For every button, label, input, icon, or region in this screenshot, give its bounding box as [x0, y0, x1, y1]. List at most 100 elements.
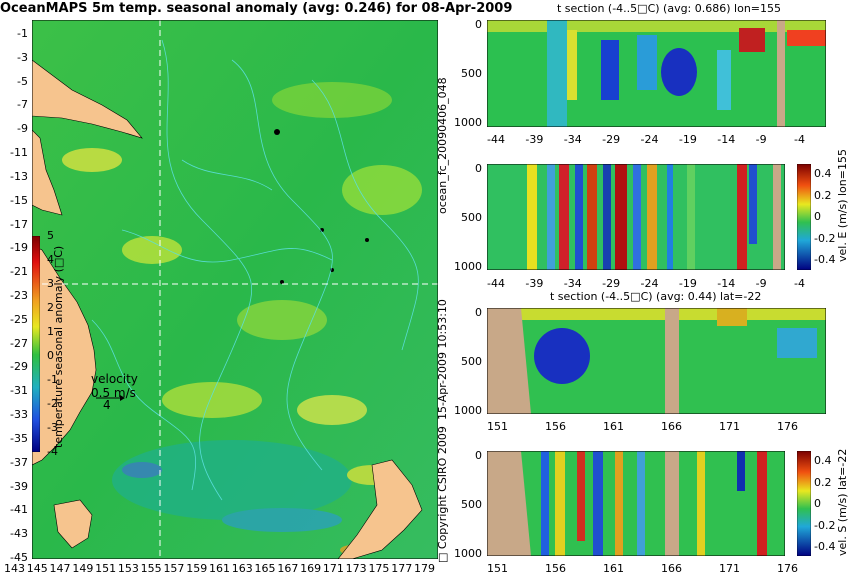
panel3-x-tick-label: 156: [545, 420, 566, 433]
longitude-tick-label: 159: [186, 562, 208, 575]
panel4-x-tick-label: 176: [777, 562, 798, 575]
longitude-tick-label: 151: [95, 562, 117, 575]
panel2-x-tick-label: -29: [602, 277, 621, 290]
panel4-y-tick-label: 1000: [454, 547, 482, 560]
panel4-y-tick-label: 500: [461, 498, 482, 511]
panel2-x-tick-label: -39: [525, 277, 544, 290]
panel1-y-tick-label: 0: [475, 18, 482, 31]
longitude-tick-label: 173: [345, 562, 367, 575]
velocity-legend-label: velocity: [91, 372, 138, 386]
panel3-x-tick-label: 171: [719, 420, 740, 433]
panel4-y-ticks: 0 500 1000: [440, 449, 484, 561]
panel4-x-tick-label: 171: [719, 562, 740, 575]
panel4-colorbar-tick-label: 0: [814, 497, 821, 510]
panel1-title: t section (-4..5□C) (avg: 0.686) lon=155: [557, 2, 782, 15]
longitude-tick-label: 169: [300, 562, 322, 575]
panel1-x-tick-label: -39: [525, 133, 544, 146]
panel2-x-tick-label: -24: [640, 277, 659, 290]
panel2-x-tick-label: -19: [678, 277, 697, 290]
longitude-tick-label: 167: [277, 562, 299, 575]
panel4-velocity-plot: [487, 451, 785, 556]
latitude-tick-label: -15: [10, 193, 28, 207]
panel4-colorbar-tick-label: 0.2: [814, 475, 832, 489]
latitude-tick-label: -23: [10, 289, 28, 302]
latitude-tick-label: -29: [10, 360, 28, 374]
panel1-y-tick-label: 500: [461, 67, 482, 80]
longitude-tick-label: 179: [414, 562, 435, 575]
latitude-tick-label: -3: [17, 50, 28, 64]
longitude-tick-label: 149: [72, 562, 94, 575]
panel3-x-tick-label: 166: [661, 420, 682, 433]
panel2-x-tick-label: -44: [487, 277, 505, 290]
latitude-tick-label: -37: [10, 455, 28, 469]
panel2-y-tick-label: 0: [475, 162, 482, 175]
velocity-legend-scale: 4: [103, 398, 111, 412]
panel2-x-tick-label: -4: [794, 277, 805, 290]
latitude-tick-label: -35: [10, 431, 28, 445]
panel1-x-tick-label: -14: [717, 133, 736, 146]
panel4-x-tick-label: 166: [661, 562, 682, 575]
latitude-tick-label: -41: [10, 503, 28, 517]
map-colorbar-label: temperature seasonal anomaly (□C): [52, 245, 65, 448]
panel2-colorbar-tick-label: -0.4: [814, 253, 836, 266]
panel4-x-tick-label: 161: [603, 562, 624, 575]
panel3-y-ticks: 0 500 1000: [440, 306, 484, 418]
latitude-tick-label: -19: [10, 241, 28, 255]
latitude-tick-label: -1: [17, 27, 28, 40]
panel2-y-ticks: 0 500 1000: [440, 162, 484, 274]
panel3-title: t section (-4..5□C) (avg: 0.44) lat=-22: [550, 290, 762, 303]
panel1-x-tick-label: -44: [487, 133, 505, 146]
panel1-x-tick-label: -24: [640, 133, 659, 146]
longitude-tick-label: 161: [209, 562, 230, 575]
panel4-colorbar-label: vel. S (m/s) lat=-22: [836, 448, 849, 556]
map-colorbar-tick-label: -1: [47, 373, 58, 386]
panel1-section-plot: [487, 20, 826, 127]
panel1-x-tick-label: -9: [755, 133, 767, 146]
latitude-tick-label: -27: [10, 336, 28, 350]
map-colorbar-ticks: 5 4 3 2 1 0 -1 -2 -3 -4: [45, 229, 59, 460]
longitude-tick-label: 175: [368, 562, 390, 575]
panel1-x-tick-label: -19: [678, 133, 697, 146]
latitude-tick-label: -11: [10, 146, 28, 160]
panel1-x-tick-label: -29: [602, 133, 621, 146]
panel4-x-ticks: 151 156 161 166 171 176: [487, 562, 827, 578]
latitude-tick-label: -33: [10, 408, 28, 422]
panel2-colorbar-tick-label: 0.2: [814, 188, 832, 202]
longitude-tick-label: 153: [117, 562, 139, 575]
longitude-tick-label: 143: [4, 562, 25, 575]
panel4-colorbar-tick-label: -0.2: [814, 518, 836, 532]
panel4-y-tick-label: 0: [475, 449, 482, 462]
map-colorbar-tick-label: 3: [47, 277, 54, 290]
panel2-colorbar-tick-label: -0.2: [814, 231, 836, 245]
panel4-colorbar: [797, 451, 811, 556]
panel3-y-tick-label: 500: [461, 355, 482, 368]
panel2-y-tick-label: 1000: [454, 260, 482, 273]
longitude-tick-label: 147: [49, 562, 71, 575]
panel3-x-ticks: 151 156 161 166 171 176: [487, 420, 827, 436]
longitude-tick-label: 165: [254, 562, 276, 575]
longitude-tick-label: 163: [231, 562, 253, 575]
panel2-y-tick-label: 500: [461, 211, 482, 224]
panel3-y-tick-label: 0: [475, 306, 482, 319]
panel1-y-ticks: 0 500 1000: [440, 18, 484, 130]
latitude-tick-label: -17: [10, 217, 28, 231]
panel4-x-tick-label: 156: [545, 562, 566, 575]
longitude-tick-label: 145: [26, 562, 48, 575]
panel2-colorbar-tick-label: 0.4: [814, 167, 832, 180]
longitude-tick-label: 157: [163, 562, 185, 575]
latitude-ticks: -1 -3 -5 -7 -9 -11 -13 -15 -17 -19 -21 -23 -25 -27 -29…: [0, 20, 30, 565]
panel2-x-tick-label: -34: [563, 277, 582, 290]
map-colorbar-tick-label: 2: [47, 301, 54, 314]
panel2-x-tick-label: -14: [717, 277, 736, 290]
panel4-colorbar-tick-label: 0.4: [814, 454, 832, 467]
panel2-colorbar: [797, 164, 811, 270]
panel3-x-tick-label: 161: [603, 420, 624, 433]
panel2-x-tick-label: -9: [755, 277, 767, 290]
velocity-arrow: [96, 395, 125, 401]
longitude-tick-label: 155: [140, 562, 162, 575]
panel2-velocity-plot: [487, 164, 785, 270]
map-colorbar-tick-label: 5: [47, 229, 54, 242]
panel1-x-tick-label: -34: [563, 133, 582, 146]
velocity-legend-value: 0.5 m/s: [91, 386, 136, 400]
latitude-tick-label: -13: [10, 169, 28, 183]
